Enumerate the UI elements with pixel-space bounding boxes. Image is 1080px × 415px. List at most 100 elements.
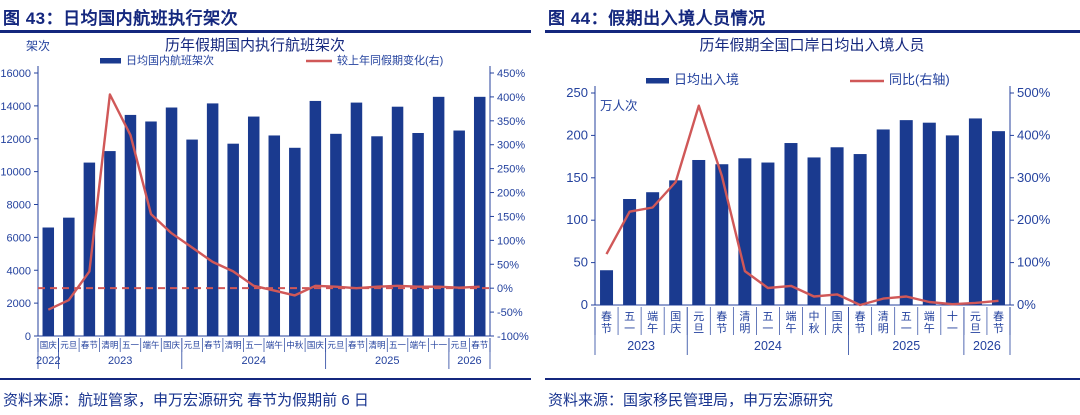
bar: [42, 227, 55, 336]
x-label: 十一: [947, 309, 958, 335]
axes: [594, 86, 1011, 306]
bar: [371, 136, 383, 336]
chart-title: 历年假期国内执行航班架次: [165, 37, 345, 54]
x-label: 五一: [901, 311, 912, 335]
bar: [646, 192, 660, 305]
x-label: 中秋: [286, 340, 304, 350]
x-axis-labels: 国庆 元旦 春节 清明 五一 端午 国庆 元旦 春节 清明 五一 端午 中秋 国庆 元旦 春节 清明 五一 端午 十一…: [37, 338, 491, 352]
x-label: 十一: [430, 340, 448, 350]
bar: [186, 139, 198, 336]
svg-text:450%: 450%: [497, 68, 525, 80]
chart-title: 历年假期全国口岸日均出入境人员: [699, 36, 924, 54]
bar: [922, 122, 936, 306]
figure-44-source: 资料来源：国家移民管理局，申万宏源研究: [545, 378, 1080, 410]
year-axis-labels: 2023 2024 2025 2026: [594, 307, 1011, 355]
x-label: 国庆: [163, 340, 181, 350]
legend-line-label: 同比(右轴): [889, 72, 950, 87]
legend-bar-swatch: [646, 78, 669, 84]
bar: [289, 147, 301, 336]
x-label: 春节: [348, 340, 366, 350]
bar: [738, 158, 752, 305]
x-label: 清明: [739, 310, 750, 335]
svg-text:250%: 250%: [497, 164, 525, 176]
x-label: 春节: [204, 340, 222, 350]
x-label: 春节: [993, 310, 1004, 335]
bar: [145, 121, 157, 336]
bar: [830, 147, 844, 305]
x-label: 元旦: [184, 340, 201, 350]
legend: 日均出入境 同比(右轴): [646, 72, 950, 87]
svg-text:8000: 8000: [7, 200, 31, 212]
year-label: 2023: [627, 339, 655, 353]
x-label: 国庆: [670, 310, 681, 335]
svg-text:100: 100: [566, 212, 588, 227]
svg-text:250: 250: [566, 85, 588, 100]
x-label: 清明: [225, 340, 242, 350]
bar: [715, 164, 729, 305]
svg-text:100%: 100%: [497, 235, 525, 247]
x-label: 中秋: [809, 310, 820, 335]
svg-text:-100%: -100%: [497, 331, 529, 343]
bar: [945, 135, 959, 305]
y-axis-left-ticks: 0 2000 4000 6000 8000 10000 12000 14000 16000: [0, 68, 38, 343]
legend-bar-label: 日均国内航班架次: [126, 53, 214, 67]
bars-group: [600, 118, 1005, 306]
x-label: 端午: [266, 340, 284, 350]
svg-text:400%: 400%: [1017, 127, 1051, 142]
bar: [227, 143, 239, 336]
bar: [63, 217, 75, 336]
figure-43-title: 图 43：日均国内航班执行架次: [0, 0, 531, 33]
bar: [206, 103, 219, 336]
svg-text:10000: 10000: [0, 167, 31, 179]
svg-text:16000: 16000: [0, 68, 31, 80]
legend-bar-label: 日均出入境: [674, 72, 739, 87]
bar: [600, 270, 614, 305]
year-label: 2024: [754, 339, 782, 353]
x-label: 清明: [101, 340, 118, 350]
year-axis-labels: 2022 2023 2024 2025 2026: [36, 338, 491, 369]
svg-text:0%: 0%: [1017, 297, 1036, 312]
svg-text:50: 50: [574, 255, 588, 270]
year-label: 2024: [241, 355, 265, 367]
x-label: 端午: [785, 310, 796, 335]
svg-text:200: 200: [566, 127, 588, 142]
bar: [807, 157, 821, 305]
y-axis-right-ticks: 0% 100% 200% 300% 400% 500%: [1010, 85, 1051, 312]
svg-text:100%: 100%: [1017, 255, 1051, 270]
bar: [350, 102, 363, 337]
svg-text:0: 0: [25, 331, 31, 343]
bar: [391, 106, 404, 337]
x-label: 春节: [471, 340, 489, 350]
y-axis-left-ticks: 0 50 100 150 200 250: [566, 85, 595, 312]
bar: [899, 120, 913, 305]
legend: 日均国内航班架次 较上年同假期变化(右): [100, 53, 443, 67]
x-label: 清明: [878, 310, 889, 335]
x-label: 元旦: [60, 340, 77, 350]
x-label: 春节: [601, 310, 612, 335]
bar: [330, 133, 342, 336]
year-label: 2023: [108, 355, 132, 367]
x-label: 端午: [142, 340, 160, 350]
svg-text:12000: 12000: [0, 134, 31, 146]
y-axis-right-ticks: -100% -50% 0% 50% 100% 150% 200% 250% 300% 350% 40…: [490, 68, 529, 343]
bar: [623, 199, 637, 305]
bar: [83, 162, 96, 336]
x-label: 端午: [647, 310, 658, 335]
svg-text:6000: 6000: [7, 232, 31, 244]
figure-43-panel: 图 43：日均国内航班执行架次 历年假期国内执行航班架次 架次 日均国内航班架次 较上…: [0, 0, 540, 409]
flight-chart-area: 历年假期国内执行航班架次 架次 日均国内航班架次 较上年同假期变化(右) 0 2000 40…: [0, 33, 540, 378]
year-label: 2026: [973, 339, 1001, 353]
x-label: 五一: [122, 340, 140, 350]
svg-text:0: 0: [581, 297, 588, 312]
bars-group: [42, 96, 486, 337]
x-label: 五一: [624, 311, 635, 335]
year-label: 2026: [457, 355, 481, 367]
legend-bar-swatch: [100, 58, 121, 64]
svg-text:300%: 300%: [497, 140, 525, 152]
svg-text:14000: 14000: [0, 101, 31, 113]
svg-text:500%: 500%: [1017, 85, 1051, 100]
year-label: 2025: [892, 339, 920, 353]
